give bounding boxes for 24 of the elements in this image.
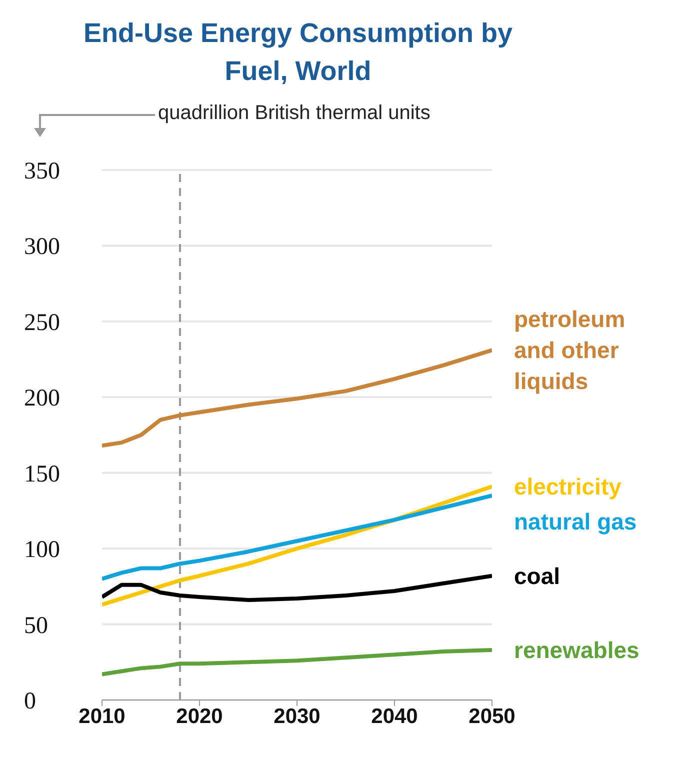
y-tick-label: 150	[24, 461, 60, 488]
y-tick-label: 300	[24, 234, 60, 260]
y-tick-label: 50	[24, 612, 48, 639]
y-axis-title: quadrillion British thermal units	[158, 102, 430, 125]
series-label: coal	[514, 562, 560, 589]
series-label: renewables	[514, 637, 640, 664]
x-tick-label: 2040	[371, 704, 418, 728]
y-tick-label: 100	[24, 537, 60, 564]
line-series	[102, 348, 492, 448]
series-label: petroleum and other liquids	[514, 306, 626, 394]
y-tick-label: 0	[24, 688, 36, 715]
chart-title: End-Use Energy Consumption by Fuel, World	[82, 17, 514, 88]
x-tick-label: 2020	[176, 704, 223, 728]
y-tick-label: 250	[24, 310, 60, 336]
x-tick-label: 2010	[78, 704, 126, 728]
y-tick-label: 350	[24, 158, 60, 185]
series-label: natural gas	[514, 508, 637, 534]
line-series	[102, 648, 492, 676]
x-tick-label: 2030	[274, 704, 320, 728]
line-series	[102, 574, 492, 602]
x-tick-label: 2050	[468, 704, 516, 728]
line-series	[102, 494, 492, 581]
y-tick-label: 200	[24, 386, 60, 412]
series-label: electricity	[514, 473, 622, 500]
